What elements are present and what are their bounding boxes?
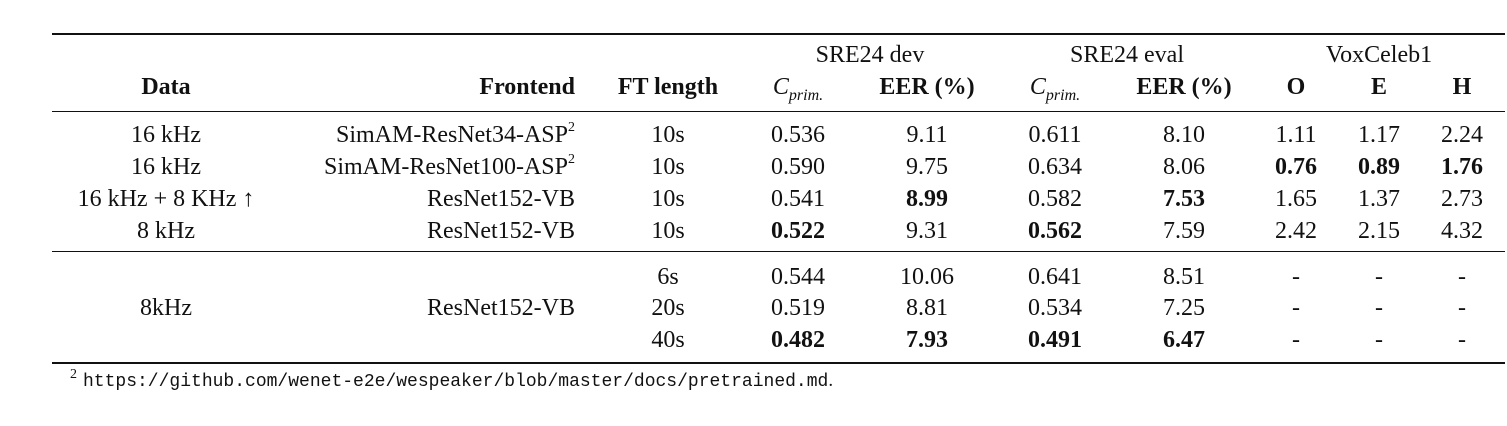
cell-dev-eer: 8.99 — [906, 186, 948, 212]
cell-eval-cprim: 0.582 — [1028, 186, 1082, 212]
footnote: 2 https://github.com/wenet-e2e/wespeaker/… — [70, 367, 834, 396]
header-e: E — [1370, 74, 1388, 100]
cell-ft-length: 10s — [651, 154, 685, 180]
table-top-rule — [52, 33, 1505, 35]
cell-ft-length: 10s — [651, 122, 685, 148]
cell-eval-cprim: 0.491 — [1028, 327, 1082, 353]
cell-frontend: SimAM-ResNet34-ASP2 — [335, 120, 575, 149]
cell-data: 8 kHz — [137, 218, 195, 244]
table-row: 16 kHz SimAM-ResNet34-ASP2 10s 0.536 9.1… — [0, 120, 1507, 150]
header-h: H — [1452, 74, 1472, 100]
header-data: Data — [141, 74, 191, 100]
header-dev-eer: EER (%) — [879, 74, 975, 100]
cell-eval-eer: 8.10 — [1163, 122, 1205, 148]
cell-e: - — [1375, 327, 1383, 353]
cell-dev-eer: 9.11 — [906, 122, 948, 148]
cell-data: 16 kHz — [131, 154, 201, 180]
cell-dev-cprim: 0.544 — [771, 264, 825, 290]
table-row: 20s 0.519 8.81 0.534 7.25 - - - — [0, 293, 1507, 323]
cell-e: 0.89 — [1358, 154, 1400, 180]
cell-dev-cprim: 0.590 — [771, 154, 825, 180]
section-rule — [52, 251, 1505, 252]
cell-frontend: ResNet152-VB — [427, 218, 575, 244]
header-rule — [52, 111, 1505, 112]
cell-eval-eer: 7.53 — [1163, 186, 1205, 212]
footnote-url[interactable]: https://github.com/wenet-e2e/wespeaker/b… — [83, 372, 829, 392]
cell-h: - — [1458, 264, 1466, 290]
cell-eval-cprim: 0.611 — [1028, 122, 1082, 148]
cell-data: 8kHz — [140, 295, 192, 321]
group-sre24-eval: SRE24 eval — [1070, 42, 1184, 68]
footnote-period: . — [828, 370, 834, 391]
table-row: 6s 0.544 10.06 0.641 8.51 - - - — [0, 262, 1507, 292]
cell-dev-cprim: 0.541 — [771, 186, 825, 212]
cell-o: - — [1292, 264, 1300, 290]
cell-frontend: SimAM-ResNet100-ASP2 — [323, 152, 575, 181]
header-frontend: Frontend — [479, 74, 575, 100]
cell-e: - — [1375, 264, 1383, 290]
cell-dev-eer: 7.93 — [906, 327, 948, 353]
header-o: O — [1286, 74, 1306, 100]
cell-h: - — [1458, 295, 1466, 321]
cell-data: 16 kHz + 8 KHz ↑ — [77, 186, 255, 212]
cell-dev-cprim: 0.536 — [771, 122, 825, 148]
cell-ft-length: 20s — [651, 295, 685, 321]
header-eval-cprim: Cprim. — [1029, 74, 1081, 104]
group-sre24-dev: SRE24 dev — [815, 42, 925, 68]
table-row: 8 kHz ResNet152-VB 10s 0.522 9.31 0.562 … — [0, 216, 1507, 246]
footnote-mark: 2 — [70, 367, 77, 382]
cell-ft-length: 40s — [651, 327, 685, 353]
cell-h: 2.73 — [1441, 186, 1483, 212]
cell-eval-cprim: 0.534 — [1028, 295, 1082, 321]
cell-ft-length: 10s — [651, 186, 685, 212]
cell-h: 1.76 — [1441, 154, 1483, 180]
cell-eval-cprim: 0.562 — [1028, 218, 1082, 244]
table-row: 16 kHz SimAM-ResNet100-ASP2 10s 0.590 9.… — [0, 152, 1507, 182]
table-row: 16 kHz + 8 KHz ↑ ResNet152-VB 10s 0.541 … — [0, 184, 1507, 214]
cell-o: - — [1292, 327, 1300, 353]
cell-eval-eer: 8.06 — [1163, 154, 1205, 180]
cell-e: - — [1375, 295, 1383, 321]
cell-ft-length: 10s — [651, 218, 685, 244]
cell-e: 1.37 — [1358, 186, 1400, 212]
group-voxceleb1: VoxCeleb1 — [1325, 42, 1433, 68]
cell-dev-eer: 9.31 — [906, 218, 948, 244]
cell-e: 2.15 — [1358, 218, 1400, 244]
cell-h: 2.24 — [1441, 122, 1483, 148]
cell-e: 1.17 — [1358, 122, 1400, 148]
cell-o: 1.11 — [1275, 122, 1317, 148]
cell-eval-cprim: 0.641 — [1028, 264, 1082, 290]
cell-h: 4.32 — [1441, 218, 1483, 244]
cell-dev-eer: 8.81 — [906, 295, 948, 321]
cell-dev-cprim: 0.482 — [771, 327, 825, 353]
merged-row-labels: 8kHz ResNet152-VB — [0, 293, 1507, 323]
cell-eval-eer: 8.51 — [1163, 264, 1205, 290]
cell-o: 0.76 — [1275, 154, 1317, 180]
cell-frontend: ResNet152-VB — [427, 186, 575, 212]
table-bottom-rule — [52, 362, 1505, 364]
cell-dev-cprim: 0.522 — [771, 218, 825, 244]
table-header-row: Data Frontend FT length Cprim. EER (%) C… — [0, 72, 1507, 104]
header-dev-cprim: Cprim. — [772, 74, 824, 104]
cell-ft-length: 6s — [657, 264, 679, 290]
cell-eval-eer: 7.59 — [1163, 218, 1205, 244]
cell-h: - — [1458, 327, 1466, 353]
cell-o: 1.65 — [1275, 186, 1317, 212]
cell-dev-cprim: 0.519 — [771, 295, 825, 321]
cell-dev-eer: 10.06 — [900, 264, 954, 290]
header-eval-eer: EER (%) — [1136, 74, 1232, 100]
cell-eval-eer: 7.25 — [1163, 295, 1205, 321]
cell-o: 2.42 — [1275, 218, 1317, 244]
header-ft-length: FT length — [617, 74, 719, 100]
cell-data: 16 kHz — [131, 122, 201, 148]
cell-frontend: ResNet152-VB — [427, 295, 575, 321]
cell-o: - — [1292, 295, 1300, 321]
cell-eval-eer: 6.47 — [1163, 327, 1205, 353]
cell-dev-eer: 9.75 — [906, 154, 948, 180]
table-row: 40s 0.482 7.93 0.491 6.47 - - - — [0, 325, 1507, 355]
cell-eval-cprim: 0.634 — [1028, 154, 1082, 180]
